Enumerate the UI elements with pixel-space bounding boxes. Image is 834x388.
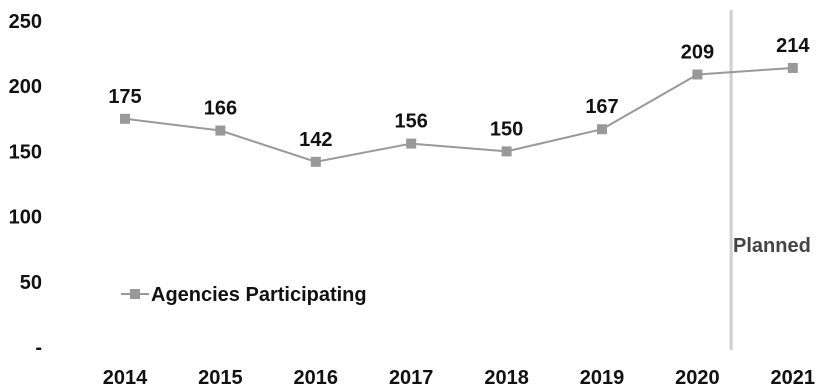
x-tick-label: 2021 [771,367,816,388]
x-tick-label: 2014 [103,367,148,388]
data-label: 209 [681,41,714,63]
series-line [124,66,793,163]
planned-annotation: Planned [733,235,811,257]
y-tick-label: 100 [9,207,42,229]
legend-marker-icon [130,289,140,299]
x-tick-label: 2019 [580,367,625,388]
data-point-marker [597,124,607,135]
x-axis: 2014 2015 2016 2017 2018 2019 2020 2021 [103,367,815,388]
data-labels-group: 175 166 142 156 150 167 209 214 [108,35,810,151]
series-group [120,62,798,167]
data-label: 214 [776,35,810,57]
data-label: 142 [299,129,332,151]
data-point-marker [501,146,512,157]
x-tick-label: 2016 [294,367,339,388]
legend: Agencies Participating [121,284,367,306]
data-point-marker [310,156,321,167]
y-axis: - 50 100 150 200 250 [9,11,42,359]
planned-separator-group: Planned [729,10,811,350]
data-point-marker [120,113,130,124]
x-tick-label: 2017 [389,367,434,388]
data-label: 166 [204,98,237,120]
y-tick-label: 200 [9,76,42,98]
data-point-marker [215,125,226,136]
y-tick-label: 50 [20,272,42,294]
data-label: 150 [490,118,523,140]
x-tick-label: 2020 [675,367,720,388]
y-tick-label: - [35,337,42,359]
y-tick-label: 250 [9,11,42,33]
y-tick-label: 150 [9,141,42,163]
data-point-marker [692,69,703,80]
legend-label: Agencies Participating [151,284,367,306]
data-label: 167 [585,96,618,118]
data-label: 175 [108,86,141,108]
x-tick-label: 2018 [484,367,529,388]
data-point-marker [406,138,417,149]
data-point-marker [787,62,798,73]
x-tick-label: 2015 [198,367,243,388]
data-label: 156 [395,111,428,133]
